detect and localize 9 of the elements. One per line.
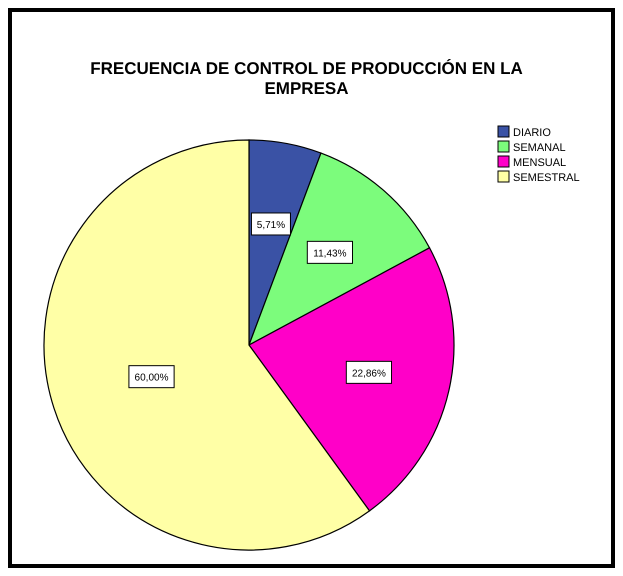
- legend-label: MENSUAL: [513, 157, 566, 169]
- chart-title: FRECUENCIA DE CONTROL DE PRODUCCIÓN EN LA EMPRESA: [90, 58, 523, 98]
- legend-label: SEMANAL: [513, 142, 566, 154]
- data-label: 11,43%: [313, 248, 347, 260]
- legend-label: SEMESTRAL: [513, 172, 580, 184]
- data-label: 5,71%: [256, 220, 286, 231]
- legend-label: DIARIO: [513, 127, 552, 139]
- data-label: 22,86%: [352, 368, 386, 380]
- data-label: 60,00%: [134, 372, 169, 384]
